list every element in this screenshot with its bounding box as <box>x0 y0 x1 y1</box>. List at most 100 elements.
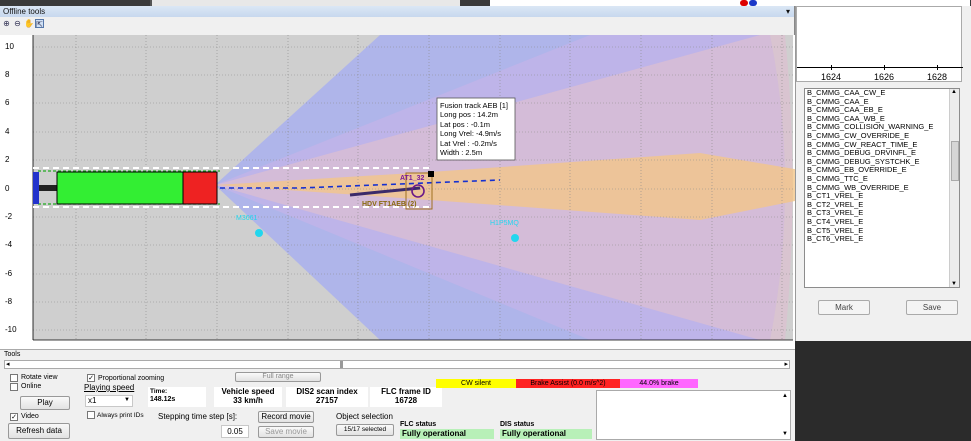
signal-list-item[interactable]: B_CMMG_TTC_E <box>807 173 868 183</box>
online-label: Online <box>21 383 42 390</box>
chevron-down-icon: ▼ <box>124 397 130 403</box>
time-display: Time: 148.12s <box>148 387 206 407</box>
signal-panel: 1624 1626 1628 B_CMMG_CAA_CW_E B_CMMG_CAA… <box>795 6 971 341</box>
stepping-time-input[interactable]: 0.05 <box>221 425 249 438</box>
y-tick: -4 <box>5 240 13 249</box>
signal-list-item[interactable]: B_CMMG_DEBUG_DRVINFL_E <box>807 148 917 158</box>
background-window-left <box>150 0 460 6</box>
window-title: Offline tools <box>3 7 46 16</box>
signal-list-item[interactable]: B_CMMG_CW_REACT_TIME_E <box>807 139 918 149</box>
signal-list-item[interactable]: B_CT4_VREL_E <box>807 216 864 226</box>
proportional-zooming-label: Proportional zooming <box>98 375 165 382</box>
y-tick: -8 <box>5 297 13 306</box>
timeline-tick: 1628 <box>927 72 948 82</box>
online-checkbox[interactable] <box>10 383 18 391</box>
tooltip-long-vrel: Long Vrel: -4.9m/s <box>440 129 501 139</box>
tooltip-width: Width : 2.5m <box>440 148 483 158</box>
offline-tools-window: Offline tools ▾ ⊕ ⊖ ✋ ⇱ <box>0 6 795 441</box>
refresh-data-button[interactable]: Refresh data <box>8 423 70 439</box>
zoom-in-icon[interactable]: ⊕ <box>3 18 10 28</box>
y-tick: 4 <box>5 127 10 136</box>
window-titlebar: Offline tools ▾ <box>0 6 794 17</box>
scroll-thumb[interactable] <box>340 361 343 368</box>
speed-select[interactable]: x1 ▼ <box>85 395 133 407</box>
rotate-view-checkbox[interactable] <box>10 374 18 382</box>
signal-list-scrollbar[interactable]: ▲ ▼ <box>949 89 959 287</box>
y-tick: 10 <box>5 42 14 51</box>
hdv-label: HDV FT1AEB (2) <box>362 201 417 208</box>
pan-hand-icon[interactable]: ✋ <box>24 18 34 28</box>
dis2-scan-index-display: DIS2 scan index 27157 <box>286 387 368 407</box>
y-tick: 8 <box>5 70 10 79</box>
brake-assist-indicator: Brake Assist (0.0 m/s^2) <box>516 379 620 388</box>
flc-status: FLC status Fully operational <box>400 421 494 439</box>
tooltip-long-pos: Long pos : 14.2m <box>440 110 498 120</box>
y-tick: 2 <box>5 155 10 164</box>
plot-toolbar: ⊕ ⊖ ✋ ⇱ <box>0 17 794 29</box>
rotate-view-label: Rotate view <box>21 374 58 381</box>
object-selection-label: Object selection <box>336 412 393 421</box>
zoom-out-icon[interactable]: ⊖ <box>14 18 21 28</box>
signal-timeline-chart: 1624 1626 1628 <box>796 6 963 82</box>
birdseye-plot[interactable]: 10 8 6 4 2 0 -2 -4 -6 -8 -10 AT1_32 HDV … <box>0 35 795 349</box>
signal-list-item[interactable]: B_CT6_VREL_E <box>807 234 864 244</box>
data-cursor-icon[interactable]: ⇱ <box>35 18 44 29</box>
signal-list-item[interactable]: B_CT5_VREL_E <box>807 225 864 235</box>
scroll-right-icon[interactable]: ▸ <box>784 361 788 368</box>
object-label: M3661 <box>236 215 258 222</box>
y-tick: -6 <box>5 269 13 278</box>
message-log[interactable]: ▲ ▼ <box>596 390 791 440</box>
full-range-button[interactable]: Full range <box>235 372 321 382</box>
close-icon[interactable]: ▾ <box>785 7 790 16</box>
target-id-label: AT1_32 <box>400 175 425 182</box>
proportional-zooming-checkbox[interactable]: ✓ <box>87 374 95 382</box>
video-checkbox[interactable]: ✓ <box>10 413 18 421</box>
y-tick: 6 <box>5 98 10 107</box>
scroll-up-icon[interactable]: ▲ <box>782 393 788 399</box>
background-window-right <box>490 0 970 6</box>
signal-list-item[interactable]: B_CMMG_CAA_WB_E <box>807 113 885 123</box>
signal-list-item[interactable]: B_CT2_VREL_E <box>807 199 864 209</box>
tooltip-title: Fusion track AEB [1] <box>440 101 508 110</box>
brake-percent-indicator: 44.0% brake <box>620 379 698 388</box>
signal-list[interactable]: B_CMMG_CAA_CW_E B_CMMG_CAA_E B_CMMG_CAA_EB… <box>804 88 960 288</box>
signal-list-item[interactable]: B_CMMG_WB_OVERRIDE_E <box>807 182 909 192</box>
signal-list-item[interactable]: B_CMMG_CW_OVERRIDE_E <box>807 130 910 140</box>
always-print-ids-checkbox[interactable] <box>87 411 95 419</box>
stepping-time-label: Stepping time step [s]: <box>158 412 238 421</box>
fusion-track-tooltip: Fusion track AEB [1] Long pos : 14.2m La… <box>440 101 508 157</box>
record-movie-button[interactable]: Record movie <box>258 411 314 423</box>
playing-speed-label: Playing speed <box>84 383 135 392</box>
tooltip-lat-vrel: Lat Vrel : -0.2m/s <box>440 138 497 148</box>
signal-list-item[interactable]: B_CMMG_CAA_CW_E <box>807 88 886 97</box>
dis-status: DIS status Fully operational <box>500 421 592 439</box>
save-button[interactable]: Save <box>906 300 958 315</box>
cw-silent-indicator: CW silent <box>436 379 516 388</box>
time-scrollbar[interactable]: ◂ ▸ <box>4 360 790 369</box>
signal-list-item[interactable]: B_CMMG_CAA_EB_E <box>807 105 883 115</box>
scroll-left-icon[interactable]: ◂ <box>6 361 10 368</box>
tools-panel: Tools ◂ ▸ Rotate view Online ✓ Proportio… <box>0 349 795 441</box>
signal-list-item[interactable]: B_CMMG_DEBUG_SYSTCHK_E <box>807 156 920 166</box>
background-window-strip <box>0 0 971 6</box>
tools-label: Tools <box>4 351 21 358</box>
signal-list-item[interactable]: B_CMMG_CAA_E <box>807 96 869 106</box>
object-label: H1P5MQ <box>490 220 519 227</box>
timeline-tick: 1624 <box>821 72 842 82</box>
background-markers <box>740 0 758 6</box>
signal-list-item[interactable]: B_CT3_VREL_E <box>807 208 864 218</box>
y-tick: -10 <box>5 325 17 334</box>
signal-list-item[interactable]: B_CT1_VREL_E <box>807 191 864 201</box>
signal-list-item[interactable]: B_CMMG_COLLISION_WARNING_E <box>807 122 934 132</box>
video-label: Video <box>21 413 39 420</box>
object-selection-button[interactable]: 15/17 selected <box>336 424 394 436</box>
tooltip-lat-pos: Lat pos : -0.1m <box>440 119 491 129</box>
flc-frame-id-display: FLC frame ID 16728 <box>370 387 442 407</box>
play-button[interactable]: Play <box>20 396 70 410</box>
mark-button[interactable]: Mark <box>818 300 870 315</box>
always-print-ids-label: Always print IDs <box>97 412 144 419</box>
scroll-down-icon[interactable]: ▼ <box>782 431 788 437</box>
signal-list-item[interactable]: B_CMMG_EB_OVERRIDE_E <box>807 165 907 175</box>
save-movie-button[interactable]: Save movie <box>258 426 314 438</box>
y-tick: 0 <box>5 184 10 193</box>
